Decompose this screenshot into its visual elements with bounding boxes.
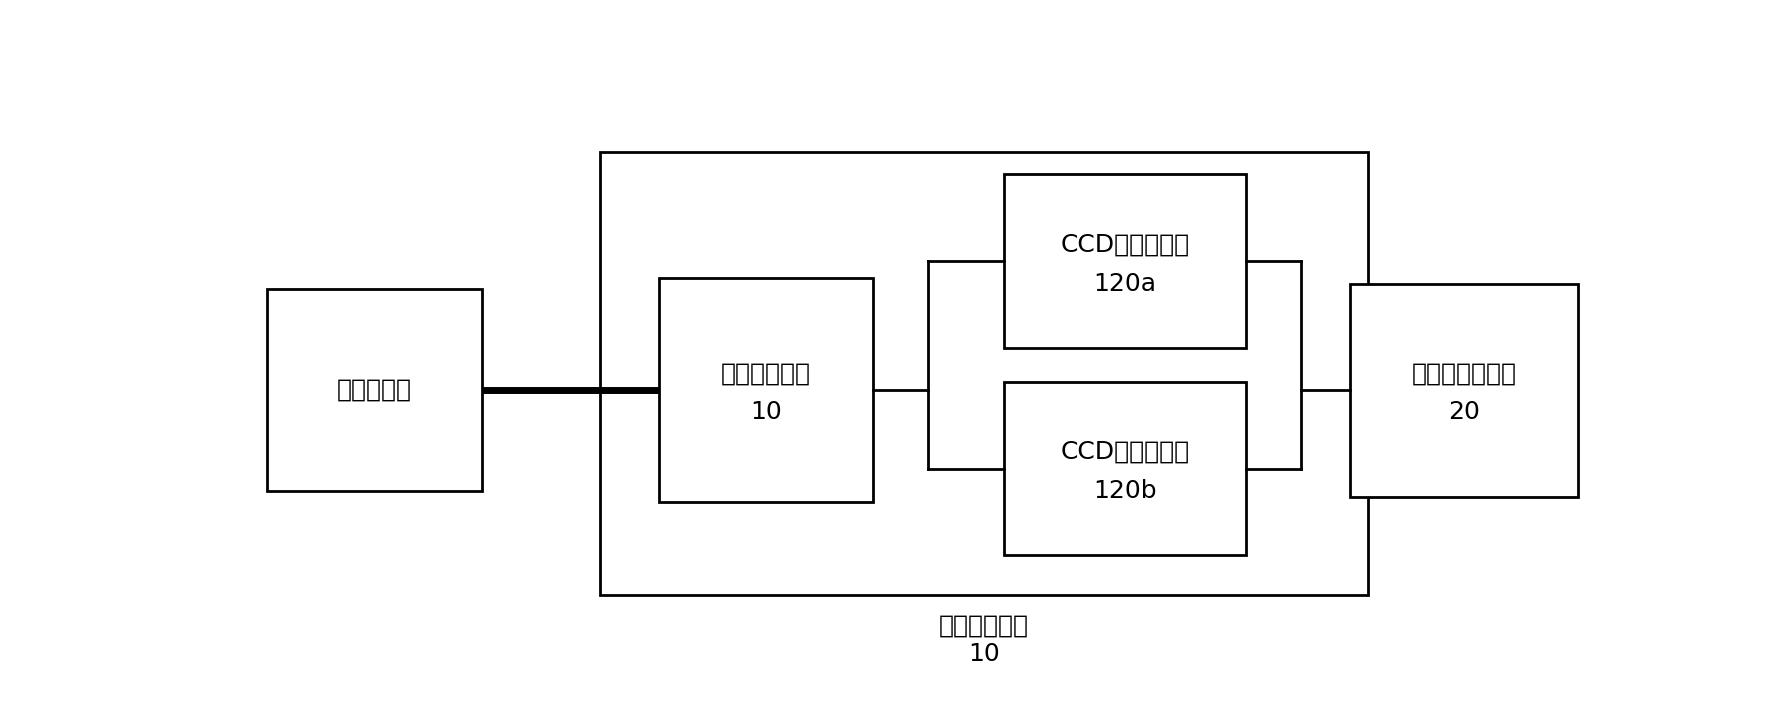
Bar: [1004, 174, 1245, 348]
Bar: [1350, 283, 1579, 496]
Text: 光谱分析装置: 光谱分析装置: [938, 614, 1029, 638]
Text: 120b: 120b: [1094, 479, 1158, 503]
Bar: [658, 278, 872, 502]
Bar: [601, 152, 1368, 595]
Text: 20: 20: [1449, 400, 1479, 424]
Text: 10: 10: [969, 641, 1001, 665]
Text: CCD光谱仪之一: CCD光谱仪之一: [1060, 232, 1190, 256]
Text: 一分二光纤束: 一分二光纤束: [721, 361, 810, 385]
Bar: [1004, 381, 1245, 555]
Text: 120a: 120a: [1094, 272, 1156, 296]
Text: 刻蚀反应腔: 刻蚀反应腔: [337, 378, 412, 402]
Text: CCD光谱仪之二: CCD光谱仪之二: [1060, 440, 1190, 464]
Bar: [268, 289, 482, 491]
Text: 10: 10: [749, 400, 781, 424]
Text: 数据处理计算机: 数据处理计算机: [1411, 361, 1516, 385]
